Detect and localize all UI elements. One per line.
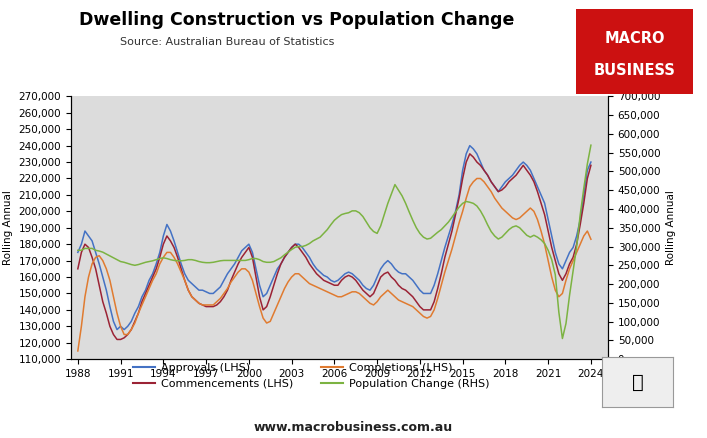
Text: 🐺: 🐺 (632, 373, 643, 392)
Text: www.macrobusiness.com.au: www.macrobusiness.com.au (254, 420, 453, 434)
Y-axis label: Rolling Annual: Rolling Annual (3, 191, 13, 265)
Text: MACRO: MACRO (604, 31, 665, 46)
Y-axis label: Rolling Annual: Rolling Annual (666, 191, 676, 265)
Text: Source: Australian Bureau of Statistics: Source: Australian Bureau of Statistics (120, 37, 334, 47)
Text: BUSINESS: BUSINESS (594, 63, 675, 78)
Legend: Approvals (LHS), Commencements (LHS), Completions (LHS), Population Change (RHS): Approvals (LHS), Commencements (LHS), Co… (129, 359, 493, 393)
Text: Dwelling Construction vs Population Change: Dwelling Construction vs Population Chan… (79, 11, 515, 29)
